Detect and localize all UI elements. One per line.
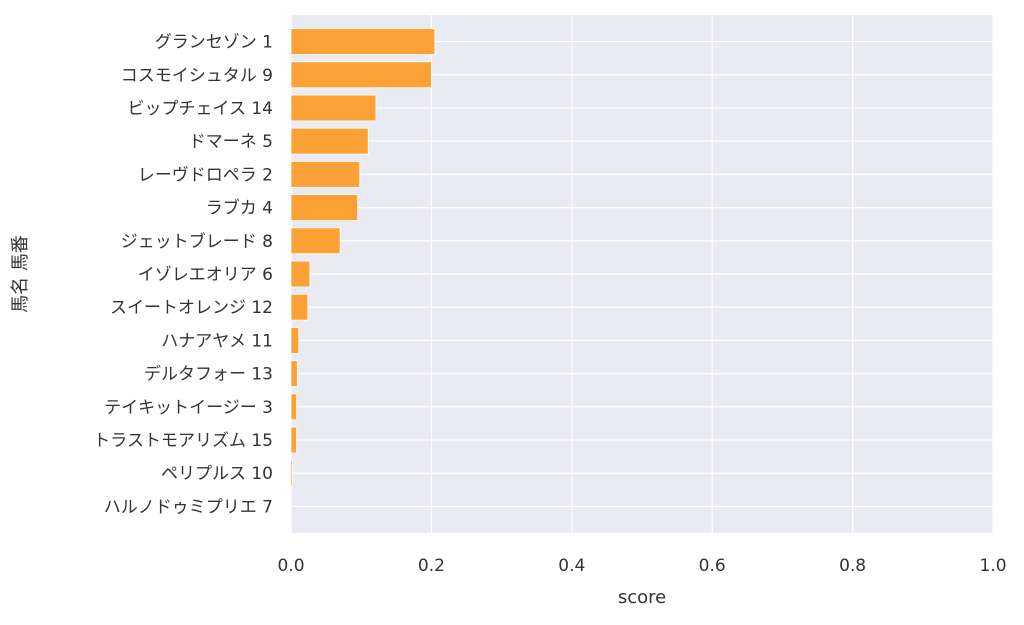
bar xyxy=(290,393,298,421)
category-label: ハルノドゥミプリエ 7 xyxy=(104,497,273,517)
x-tick-label: 0.0 xyxy=(277,556,304,576)
category-label: ラブカ 4 xyxy=(206,198,273,219)
bar xyxy=(290,194,359,221)
x-tick-label: 0.4 xyxy=(558,556,585,576)
bar xyxy=(290,360,298,387)
category-label: テイキットイージー 3 xyxy=(104,398,273,418)
bar xyxy=(290,28,436,55)
y-axis-title: 馬名 馬番 xyxy=(10,235,31,313)
category-label: ジェットブレード 8 xyxy=(121,231,273,252)
bar xyxy=(290,426,298,454)
category-label: コスモイシュタル 9 xyxy=(121,66,273,86)
category-label: レーヴドロペラ 2 xyxy=(138,165,273,185)
bar xyxy=(290,94,377,122)
category-labels: グランセゾン 1 コスモイシュタル 9 ビップチェイス 14 ドマーネ 5 レーヴドロペ… xyxy=(93,33,273,518)
bar xyxy=(290,227,341,255)
category-label: デルタフォー 13 xyxy=(144,364,273,385)
category-label: ドマーネ 5 xyxy=(189,132,273,152)
bar xyxy=(290,61,432,89)
category-label: ペリプルス 10 xyxy=(161,464,273,484)
x-tick-label: 0.8 xyxy=(839,556,866,576)
x-tick-label: 0.6 xyxy=(699,556,726,576)
category-label: スイートオレンジ 12 xyxy=(110,298,273,318)
category-label: ビップチェイス 14 xyxy=(127,99,273,119)
bars xyxy=(290,28,436,487)
x-axis-title: score xyxy=(618,587,666,608)
bar xyxy=(290,161,361,188)
bar xyxy=(290,293,309,321)
x-tick-label: 1.0 xyxy=(979,556,1006,576)
category-label: トラストモアリズム 15 xyxy=(93,431,273,451)
category-label: イゾレエオリア 6 xyxy=(138,265,273,285)
bar xyxy=(290,459,293,487)
x-tick-labels: 0.0 0.2 0.4 0.6 0.8 1.0 xyxy=(277,556,1006,576)
category-label: ハナアヤメ 11 xyxy=(161,331,273,351)
bar xyxy=(290,260,311,288)
x-tick-label: 0.2 xyxy=(418,556,445,576)
category-label: グランセゾン 1 xyxy=(155,33,273,53)
bar xyxy=(290,127,369,155)
bar xyxy=(290,327,300,354)
